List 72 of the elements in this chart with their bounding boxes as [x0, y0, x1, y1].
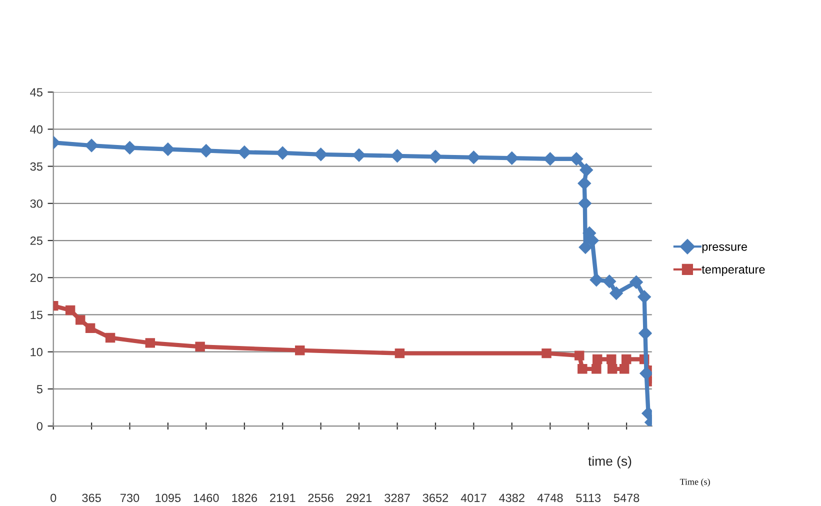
x-tick-label: 365: [82, 494, 101, 502]
point: [123, 141, 136, 154]
point: [428, 150, 442, 164]
point: [619, 364, 630, 374]
point: [85, 323, 96, 333]
y-tick-label: 35: [30, 162, 42, 171]
point: [394, 348, 405, 358]
x-tick-label: 3287: [384, 494, 410, 502]
x-tick-label: 4017: [460, 494, 486, 502]
point: [574, 350, 584, 360]
point: [76, 315, 86, 325]
point: [602, 274, 616, 288]
point: [578, 196, 592, 210]
x-tick-label: 2556: [308, 494, 334, 502]
point: [638, 290, 651, 304]
point: [314, 148, 328, 162]
point: [621, 354, 632, 364]
point: [542, 348, 552, 358]
x-tick-label: 1460: [194, 494, 219, 502]
point: [195, 342, 205, 352]
point: [145, 338, 156, 348]
y-tick-label: 40: [30, 125, 42, 134]
point: [638, 326, 652, 340]
y-tick-label: 15: [30, 310, 42, 320]
point: [390, 149, 404, 163]
legend-label: temperature: [702, 266, 765, 276]
y-tick-label: 45: [30, 88, 42, 96]
x-tick-label: 4748: [537, 494, 563, 502]
x-tick-label: 3652: [422, 494, 448, 502]
point: [592, 354, 602, 364]
x-tick-label: 1826: [232, 494, 258, 502]
x-tick-label: 2191: [270, 494, 296, 502]
point: [84, 138, 98, 152]
point: [578, 364, 588, 374]
point: [505, 152, 518, 165]
x-tick-label: 2921: [346, 494, 372, 502]
point: [544, 152, 557, 166]
point: [467, 150, 480, 164]
x-tick-label: 5113: [576, 494, 601, 502]
x-tick-label: 1095: [156, 494, 181, 502]
point: [65, 305, 76, 316]
point: [161, 142, 175, 156]
point: [607, 364, 618, 374]
y-tick-label: 10: [30, 348, 42, 356]
point: [630, 275, 643, 289]
y-tick-label: 25: [30, 236, 42, 245]
point: [570, 152, 584, 166]
point: [606, 354, 616, 364]
x-tick-label: 4382: [499, 494, 524, 502]
point: [276, 146, 290, 160]
point: [578, 240, 592, 254]
x-tick-label: 730: [120, 494, 140, 502]
y-tick-label: 0: [36, 422, 42, 430]
y-tick-label: 5: [36, 385, 42, 394]
point: [640, 366, 652, 380]
point: [352, 148, 366, 162]
text: Time (s): [680, 478, 710, 487]
point: [200, 144, 213, 158]
x-tick-label: 5478: [614, 494, 640, 502]
x-axis-title: time (s): [588, 456, 632, 468]
point: [592, 364, 602, 374]
y-tick-label: 20: [30, 274, 42, 282]
point: [578, 176, 591, 190]
point: [105, 332, 116, 343]
point: [295, 345, 305, 356]
point: [610, 286, 623, 300]
point: [580, 163, 593, 177]
point: [590, 273, 604, 286]
point: [238, 146, 252, 159]
legend-label: pressure: [702, 244, 748, 254]
y-tick-label: 30: [30, 199, 42, 208]
x-tick-label: 0: [50, 494, 56, 502]
